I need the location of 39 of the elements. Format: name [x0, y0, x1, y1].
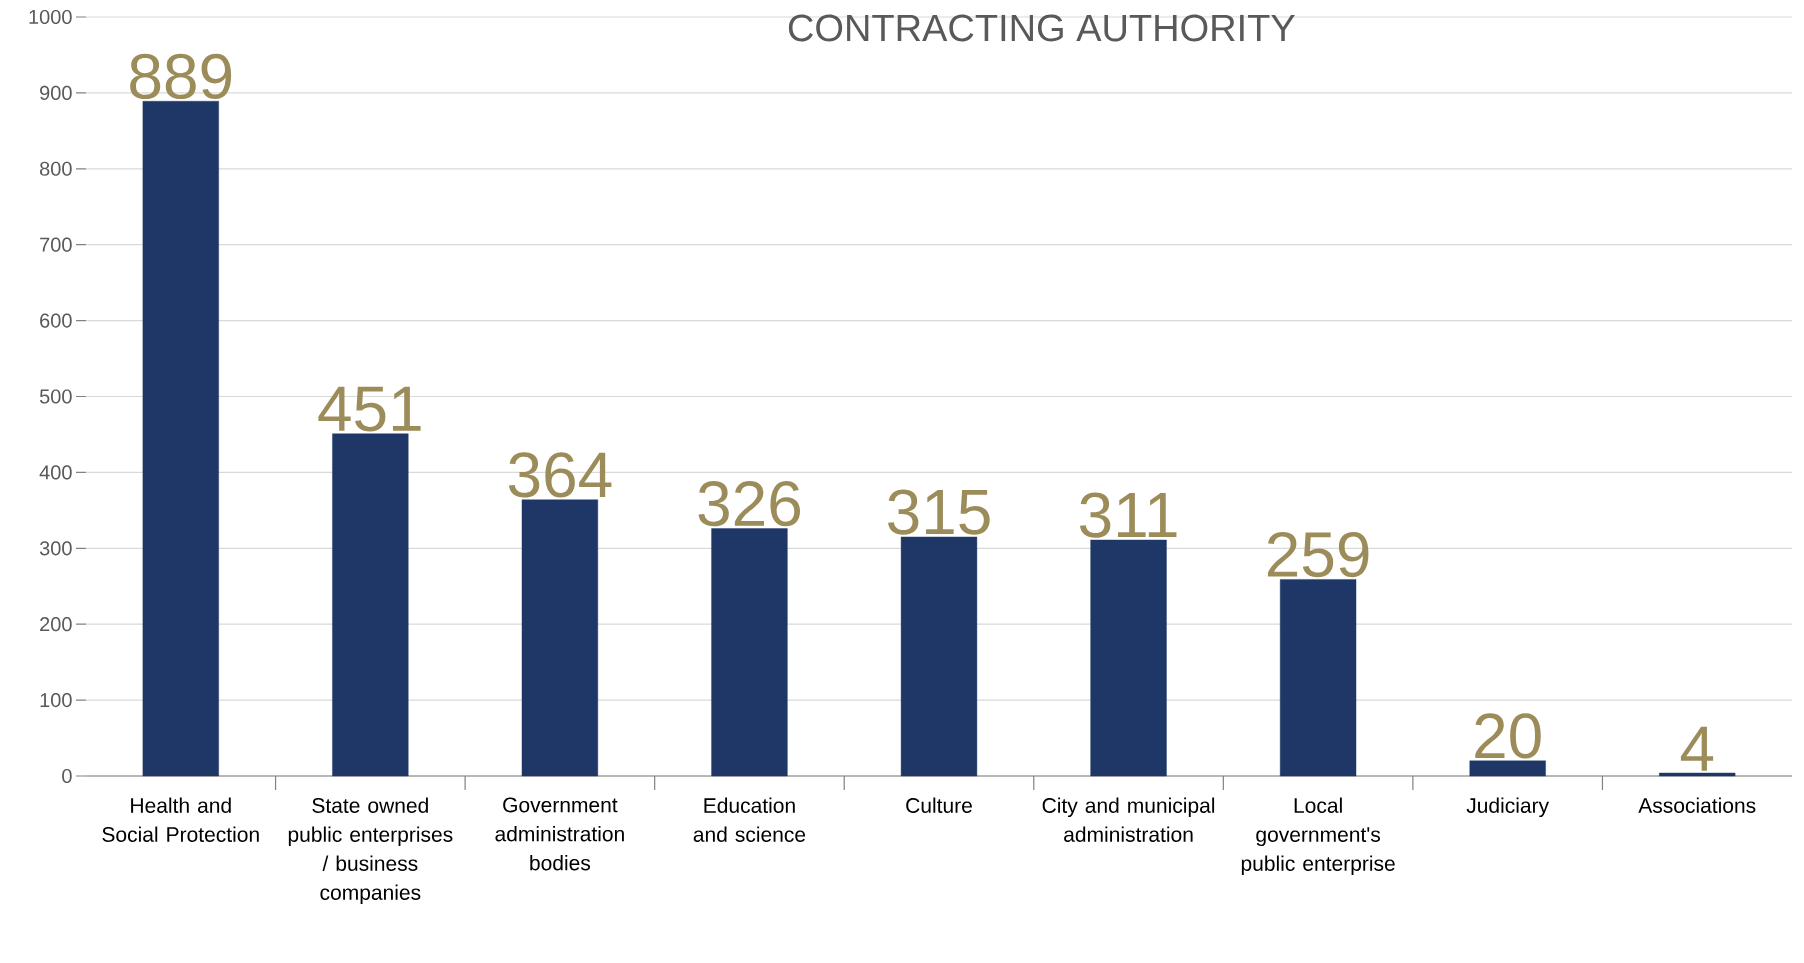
x-tick-label: City and municipal administration [1042, 797, 1215, 842]
data-label: 20 [1475, 713, 1541, 759]
data-label: 326 [698, 481, 801, 527]
y-tick-label: 200 [40, 617, 72, 632]
bar [332, 433, 409, 777]
chart-title: CONTRACTING AUTHORITY [788, 14, 1295, 42]
y-tick-label: 500 [39, 389, 72, 404]
bar [900, 536, 978, 777]
bar [1280, 579, 1357, 777]
y-tick-label: 0 [62, 768, 72, 784]
y-tick-label: 600 [40, 313, 72, 328]
y-tick-label: 700 [40, 237, 72, 252]
x-tick-label: Associations [1638, 797, 1756, 813]
data-label: 451 [318, 386, 421, 432]
x-tick-label: Local government's public enterprise [1241, 797, 1395, 876]
bar [521, 499, 598, 777]
y-tick-label: 800 [39, 161, 72, 176]
y-tick-label: 400 [39, 465, 72, 480]
x-tick-label: Education and science [693, 797, 806, 842]
data-label: 315 [888, 489, 990, 535]
y-tick-label: 300 [39, 541, 72, 556]
x-tick-label: Judiciary [1466, 797, 1550, 818]
x-tick-label: Government administration bodies [495, 797, 624, 871]
bar [1090, 539, 1167, 777]
bar [142, 101, 219, 777]
bar [711, 528, 788, 777]
data-label: 889 [130, 53, 232, 100]
y-tick-label: 900 [40, 85, 72, 100]
data-label: 311 [1079, 492, 1177, 538]
x-tick-label: Health and Social Protection [102, 797, 259, 842]
data-label: 4 [1680, 726, 1714, 771]
bar [1469, 760, 1546, 777]
data-label: 259 [1267, 531, 1369, 578]
y-tick-label: 100 [40, 693, 72, 708]
data-label: 364 [508, 452, 612, 498]
x-tick-label: Culture [906, 797, 972, 813]
y-tick-label: 1000 [29, 9, 72, 25]
bar [1659, 772, 1736, 777]
x-tick-label: State owned public enterprises / business companies [288, 797, 453, 905]
